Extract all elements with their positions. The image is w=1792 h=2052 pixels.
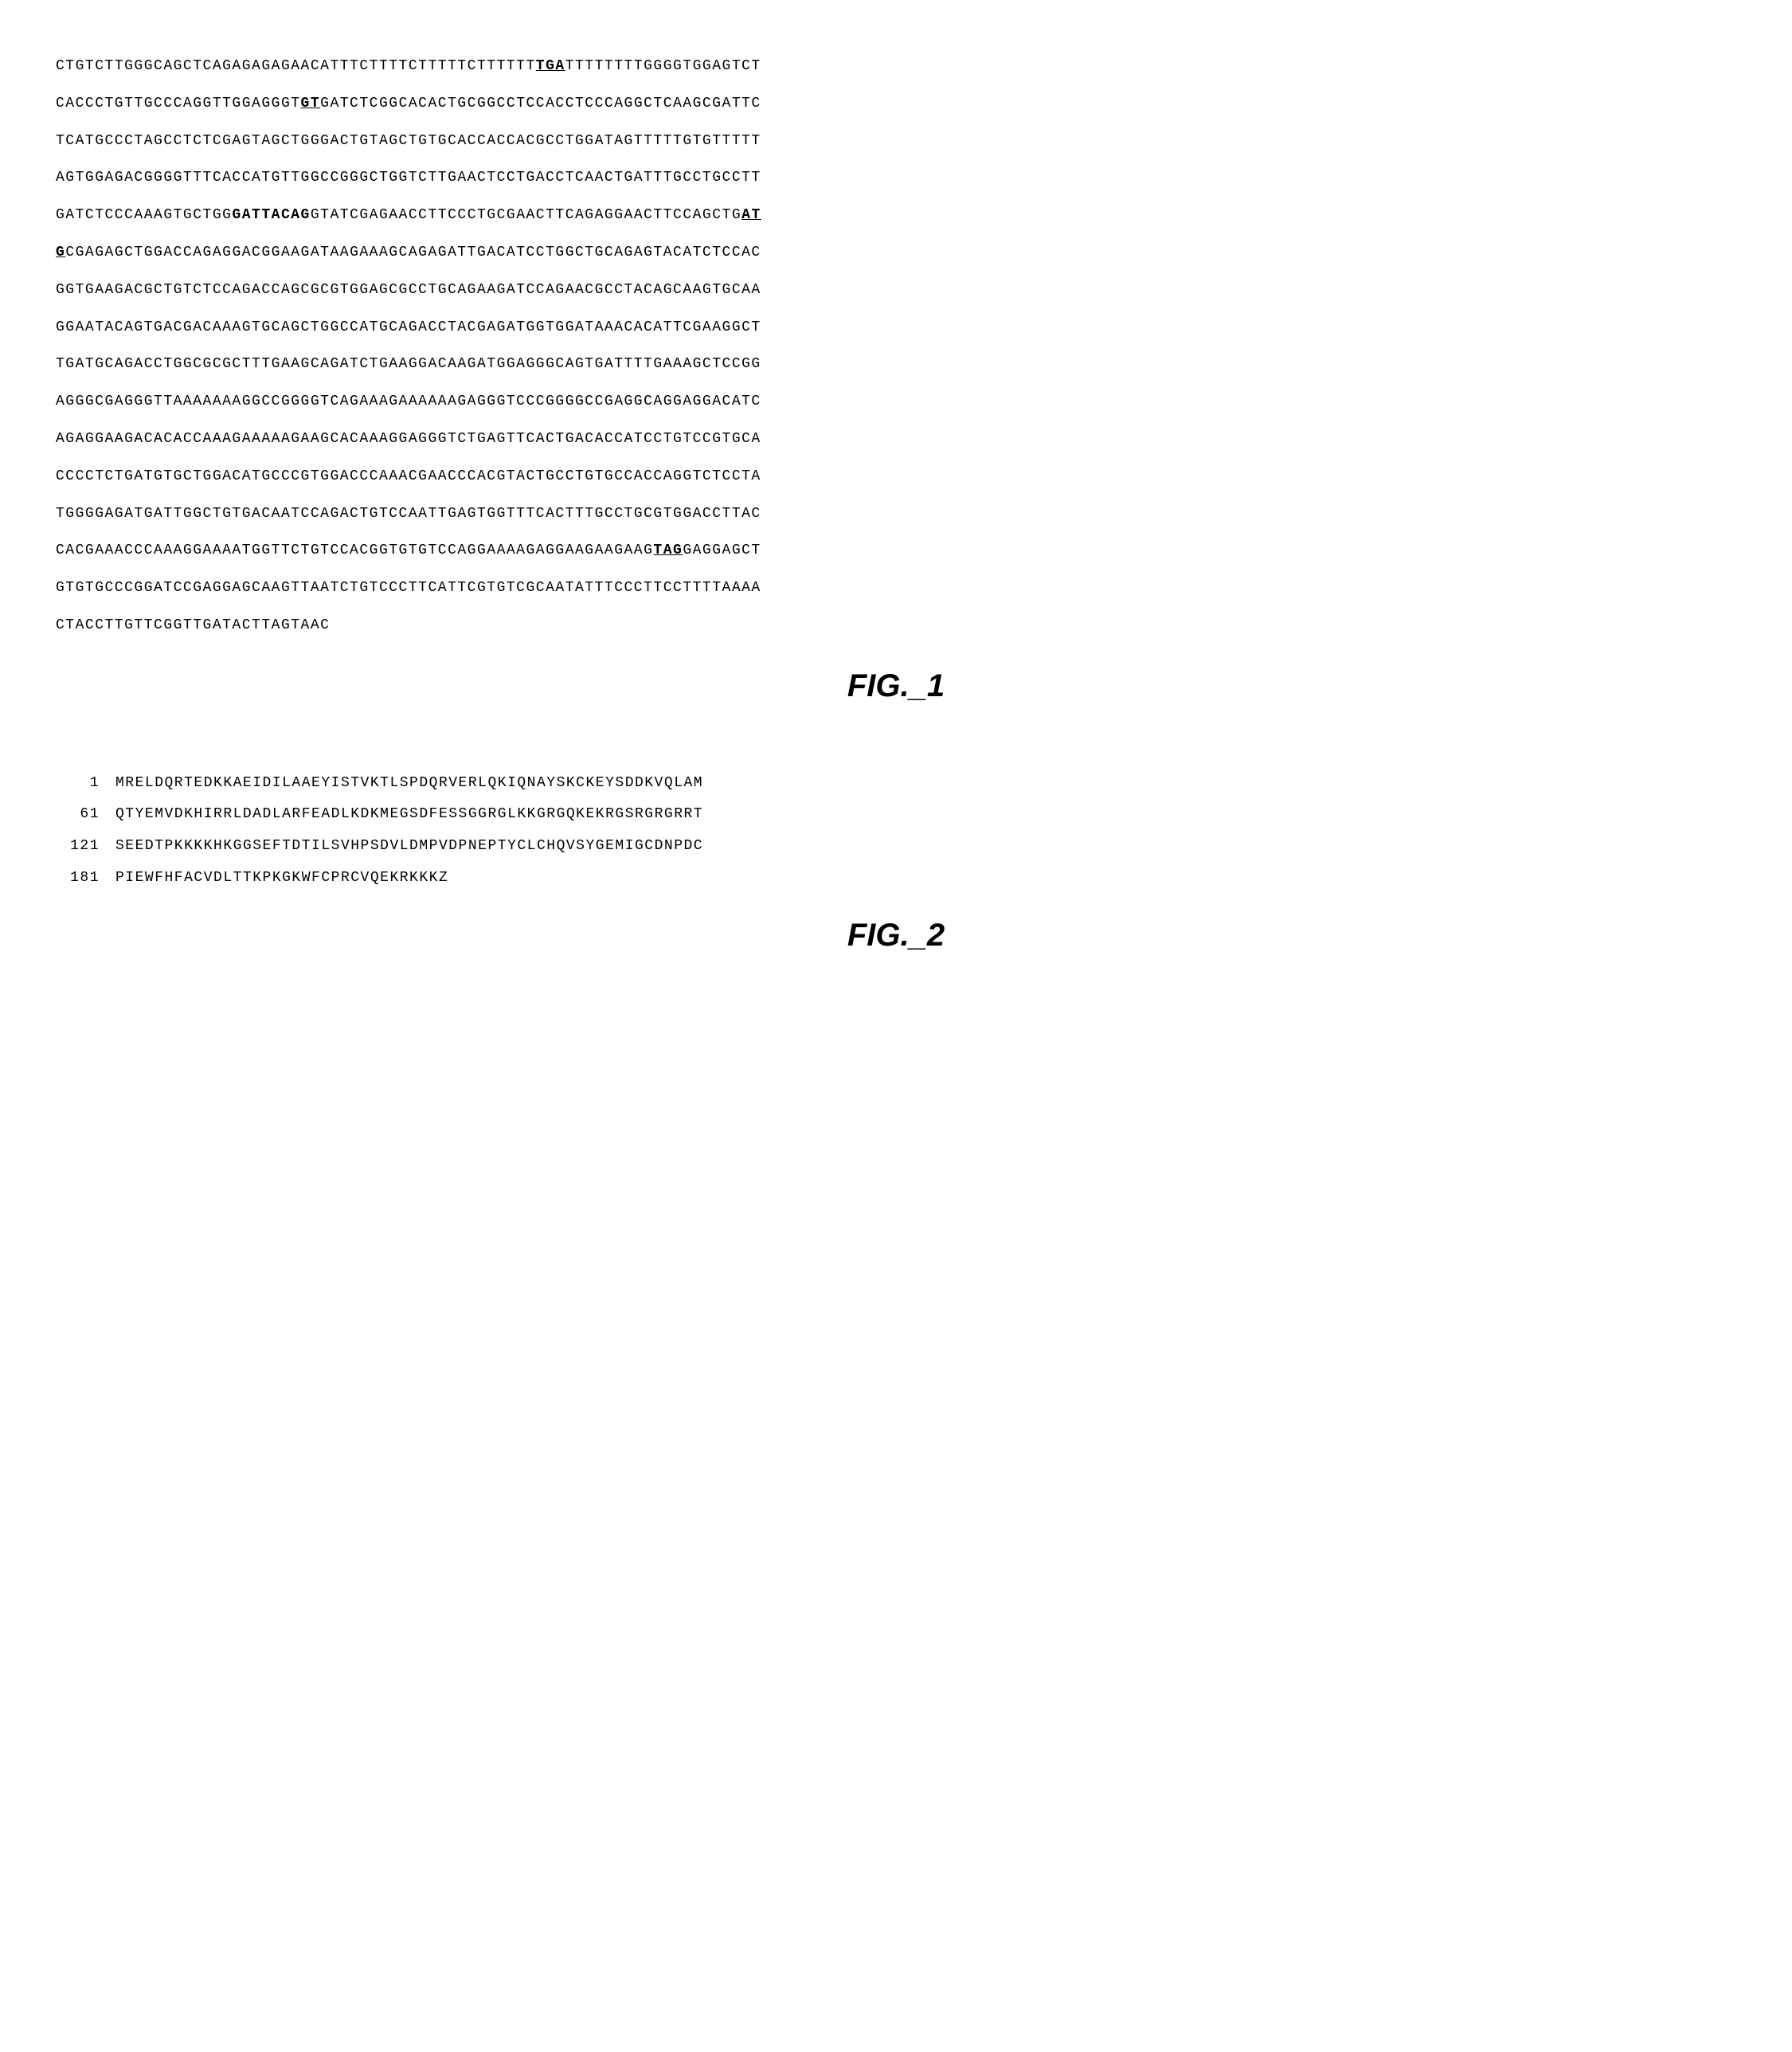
protein-sequence-line: 181 PIEWFHFACVDLTTKPKGKWFCPRCVQEKRKKKZ	[56, 863, 1736, 895]
dna-segment: TGATGCAGACCTGGCGCGCTTTGAAGCAGATCTGAAGGAC…	[56, 356, 761, 372]
dna-sequence-line: GGAATACAGTGACGACAAAGTGCAGCTGGCCATGCAGACC…	[56, 309, 1736, 347]
protein-line-sequence: QTYEMVDKHIRRLDADLARFEADLKDKMEGSDFESSGGRG…	[115, 806, 703, 822]
protein-line-sequence: SEEDTPKKKKHKGGSEFTDTILSVHPSDVLDMPVDPNEPT…	[115, 838, 703, 854]
dna-segment: G	[56, 245, 65, 260]
dna-segment: GAGGAGCT	[683, 542, 761, 558]
dna-sequence-line: CTACCTTGTTCGGTTGATACTTAGTAAC	[56, 607, 1736, 644]
protein-line-number: 181	[56, 863, 100, 895]
dna-segment: CCCCTCTGATGTGCTGGACATGCCCGTGGACCCAAACGAA…	[56, 468, 761, 484]
dna-segment: AGTGGAGACGGGGTTTCACCATGTTGGCCGGGCTGGTCTT…	[56, 170, 761, 186]
dna-segment: TCATGCCCTAGCCTCTCGAGTAGCTGGGACTGTAGCTGTG…	[56, 133, 761, 149]
dna-segment: CTGTCTTGGGCAGCTCAGAGAGAGAACATTTCTTTTCTTT…	[56, 58, 536, 74]
dna-segment: CTACCTTGTTCGGTTGATACTTAGTAAC	[56, 617, 330, 633]
dna-segment: GT	[301, 96, 321, 112]
dna-segment: GATCTCCCAAAGTGCTGG	[56, 207, 232, 223]
dna-segment: GGAATACAGTGACGACAAAGTGCAGCTGGCCATGCAGACC…	[56, 319, 761, 335]
protein-sequence-line: 61 QTYEMVDKHIRRLDADLARFEADLKDKMEGSDFESSGG…	[56, 799, 1736, 831]
dna-sequence-block: CTGTCTTGGGCAGCTCAGAGAGAGAACATTTCTTTTCTTT…	[56, 48, 1736, 644]
dna-sequence-line: AGAGGAAGACACACCAAAGAAAAAGAAGCACAAAGGAGGG…	[56, 421, 1736, 458]
protein-sequence-block: 1 MRELDQRTEDKKAEIDILAAEYISTVKTLSPDQRVERLQ…	[56, 768, 1736, 894]
dna-segment: AGGGCGAGGGTTAAAAAAAGGCCGGGGTCAGAAAGAAAAA…	[56, 394, 761, 409]
dna-segment: AT	[741, 207, 761, 223]
protein-line-sequence: MRELDQRTEDKKAEIDILAAEYISTVKTLSPDQRVERLQK…	[115, 775, 703, 791]
dna-segment: GTATCGAGAACCTTCCCTGCGAACTTCAGAGGAACTTCCA…	[311, 207, 741, 223]
dna-sequence-line: GGTGAAGACGCTGTCTCCAGACCAGCGCGTGGAGCGCCTG…	[56, 272, 1736, 309]
dna-segment: TTTTTTTTGGGGTGGAGTCT	[565, 58, 761, 74]
figure-2-label: FIG._2	[56, 918, 1736, 954]
dna-segment: GATCTCGGCACACTGCGGCCTCCACCTCCCAGGCTCAAGC…	[320, 96, 761, 112]
dna-sequence-line: CACGAAACCCAAAGGAAAATGGTTCTGTCCACGGTGTGTC…	[56, 532, 1736, 570]
dna-segment: GGTGAAGACGCTGTCTCCAGACCAGCGCGTGGAGCGCCTG…	[56, 282, 761, 298]
dna-sequence-line: CTGTCTTGGGCAGCTCAGAGAGAGAACATTTCTTTTCTTT…	[56, 48, 1736, 85]
protein-line-number: 121	[56, 831, 100, 863]
protein-line-sequence: PIEWFHFACVDLTTKPKGKWFCPRCVQEKRKKKZ	[115, 870, 448, 886]
dna-segment: TAG	[653, 542, 683, 558]
figure-1-label: FIG._1	[56, 668, 1736, 704]
dna-segment: GATTACAG	[232, 207, 310, 223]
dna-segment: CGAGAGCTGGACCAGAGGACGGAAGATAAGAAAGCAGAGA…	[65, 245, 761, 260]
dna-segment: TGGGGAGATGATTGGCTGTGACAATCCAGACTGTCCAATT…	[56, 506, 761, 522]
dna-segment: AGAGGAAGACACACCAAAGAAAAAGAAGCACAAAGGAGGG…	[56, 431, 761, 447]
protein-line-number: 61	[56, 799, 100, 831]
dna-segment: GTGTGCCCGGATCCGAGGAGCAAGTTAATCTGTCCCTTCA…	[56, 580, 761, 596]
dna-segment: TGA	[536, 58, 565, 74]
protein-line-number: 1	[56, 768, 100, 800]
protein-sequence-line: 1 MRELDQRTEDKKAEIDILAAEYISTVKTLSPDQRVERLQ…	[56, 768, 1736, 800]
dna-sequence-line: CCCCTCTGATGTGCTGGACATGCCCGTGGACCCAAACGAA…	[56, 458, 1736, 495]
dna-sequence-line: GCGAGAGCTGGACCAGAGGACGGAAGATAAGAAAGCAGAG…	[56, 234, 1736, 272]
dna-segment: CACGAAACCCAAAGGAAAATGGTTCTGTCCACGGTGTGTC…	[56, 542, 653, 558]
protein-sequence-line: 121 SEEDTPKKKKHKGGSEFTDTILSVHPSDVLDMPVDPN…	[56, 831, 1736, 863]
dna-segment: CACCCTGTTGCCCAGGTTGGAGGGT	[56, 96, 301, 112]
dna-sequence-line: AGTGGAGACGGGGTTTCACCATGTTGGCCGGGCTGGTCTT…	[56, 159, 1736, 197]
dna-sequence-line: GATCTCCCAAAGTGCTGGGATTACAGGTATCGAGAACCTT…	[56, 197, 1736, 234]
dna-sequence-line: TCATGCCCTAGCCTCTCGAGTAGCTGGGACTGTAGCTGTG…	[56, 123, 1736, 160]
dna-sequence-line: AGGGCGAGGGTTAAAAAAAGGCCGGGGTCAGAAAGAAAAA…	[56, 383, 1736, 421]
dna-sequence-line: GTGTGCCCGGATCCGAGGAGCAAGTTAATCTGTCCCTTCA…	[56, 570, 1736, 607]
dna-sequence-line: TGGGGAGATGATTGGCTGTGACAATCCAGACTGTCCAATT…	[56, 495, 1736, 533]
dna-sequence-line: TGATGCAGACCTGGCGCGCTTTGAAGCAGATCTGAAGGAC…	[56, 346, 1736, 383]
dna-sequence-line: CACCCTGTTGCCCAGGTTGGAGGGTGTGATCTCGGCACAC…	[56, 85, 1736, 123]
